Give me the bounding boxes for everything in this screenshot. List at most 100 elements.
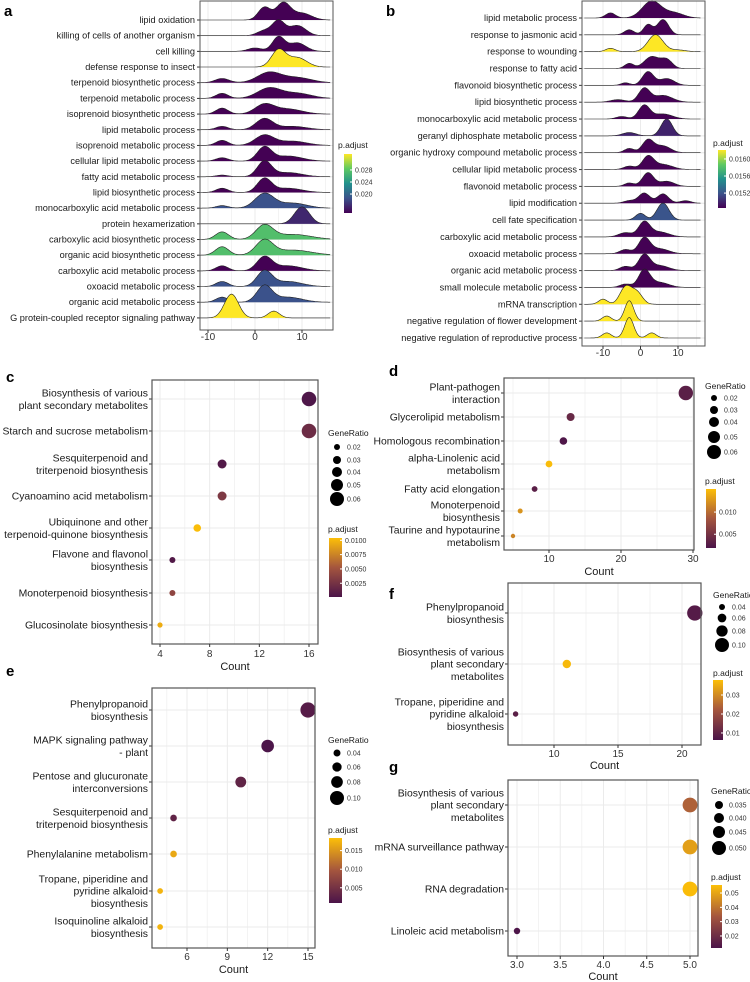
size-legend-dot — [711, 395, 717, 401]
y-tick-label: geranyl diphosphate metabolic process — [418, 131, 578, 141]
y-tick-label: Fatty acid elongation — [404, 485, 500, 496]
ridge-density — [584, 155, 701, 170]
color-legend-title: p.adjust — [711, 872, 741, 882]
dot-point — [170, 850, 177, 858]
y-tick-label: organic acid biosynthetic process — [60, 250, 196, 260]
panel-g — [505, 779, 726, 959]
y-tick-label: Ubiquinone and other — [49, 518, 149, 529]
x-tick-label: 15 — [302, 952, 314, 963]
y-tick-label: interconversions — [72, 784, 148, 795]
dot-point — [517, 508, 523, 514]
y-tick-label: Biosynthesis of various — [42, 389, 148, 400]
size-legend-dot — [709, 417, 719, 427]
colorbar — [329, 538, 342, 597]
size-legend-dot — [717, 613, 727, 623]
y-tick-label: Linoleic acid metabolism — [391, 927, 504, 938]
ridge-outline — [584, 34, 701, 52]
size-legend-dot — [707, 445, 721, 459]
ridge-density — [584, 71, 701, 86]
ridge-outline — [198, 87, 331, 99]
size-legend-dot — [714, 813, 724, 823]
y-tick-label: metabolites — [451, 672, 504, 683]
ridge-outline — [198, 117, 331, 131]
x-axis-title: Count — [220, 661, 249, 673]
ridge-density — [584, 56, 701, 69]
panel-label-g: g — [389, 759, 398, 776]
x-tick-label: 12 — [254, 649, 266, 660]
y-tick-label: triterpenoid biosynthesis — [36, 466, 148, 477]
colorbar-tick-label: 0.0156 — [729, 174, 750, 181]
dot-point — [513, 927, 521, 935]
x-tick-label: 16 — [303, 649, 315, 660]
legend-title: p.adjust — [713, 138, 743, 148]
y-tick-label: Homologous recombination — [374, 437, 501, 448]
ridge-outline — [198, 145, 331, 162]
dot-point — [157, 888, 163, 894]
y-tick-label: terpenoid biosynthetic process — [71, 78, 196, 88]
y-tick-label: Tropane, piperidine and — [395, 698, 505, 709]
x-tick-label: 8 — [207, 649, 213, 660]
colorbar-tick-label: 0.0160 — [729, 156, 750, 163]
y-tick-label: mRNA transcription — [498, 299, 577, 309]
size-legend-label: 0.03 — [724, 408, 738, 415]
colorbar-tick-label: 0.0025 — [345, 581, 367, 588]
dot-point — [301, 391, 317, 407]
y-tick-label: plant secondary — [431, 801, 505, 812]
colorbar-tick-label: 0.028 — [355, 167, 373, 174]
plot-background — [582, 1, 705, 346]
panel-f — [505, 582, 729, 748]
ridge-outline — [198, 35, 331, 52]
panel-c — [149, 379, 344, 647]
ridge-outline — [198, 48, 331, 68]
y-tick-label: cellular lipid metabolic process — [70, 156, 195, 166]
size-legend-dot — [710, 406, 718, 414]
x-tick-label: 10 — [296, 332, 308, 343]
x-axis-title: Count — [590, 760, 619, 772]
y-tick-label: Phenylpropanoid — [426, 603, 504, 614]
ridge-outline — [198, 177, 331, 193]
y-tick-label: terpenoid-quinone biosynthesis — [4, 530, 148, 541]
ridge-outline — [584, 172, 701, 187]
y-tick-label: Pentose and glucuronate — [32, 772, 148, 783]
ridge-density — [584, 192, 701, 204]
y-tick-label: lipid metabolic process — [102, 125, 195, 135]
dot-point — [157, 924, 163, 930]
x-tick-label: 5.0 — [683, 960, 697, 971]
y-tick-label: lipid modification — [509, 198, 577, 208]
ridge-density — [198, 177, 331, 193]
plot-border — [507, 582, 702, 746]
dot-point — [261, 739, 274, 753]
y-tick-label: cell fate specification — [492, 215, 577, 225]
colorbar-tick-label: 0.04 — [725, 905, 739, 912]
y-tick-label: Plant-pathogen — [430, 383, 501, 394]
dot-point — [545, 460, 553, 468]
ridge-outline — [198, 223, 331, 240]
ridge-outline — [584, 268, 701, 288]
ridge-density — [198, 118, 331, 130]
plot-border — [151, 379, 319, 645]
ridge-outline — [584, 0, 701, 19]
size-legend-dot — [332, 762, 342, 772]
size-legend-dot — [331, 479, 343, 491]
ridge-density — [198, 87, 331, 99]
dot-point — [682, 881, 698, 897]
size-legend-title: GeneRatio — [328, 428, 369, 438]
colorbar — [344, 154, 352, 213]
size-legend-dot — [334, 444, 340, 450]
y-tick-label: Phenylpropanoid — [70, 700, 148, 711]
plot-border — [581, 0, 706, 347]
colorbar — [713, 680, 723, 740]
y-tick-label: response to fatty acid — [490, 64, 577, 74]
x-tick-label: 10 — [543, 554, 555, 565]
y-tick-label: flavonoid biosynthetic process — [454, 80, 577, 90]
dot-point — [169, 557, 176, 563]
y-tick-label: monocarboxylic acid metabolic process — [417, 114, 577, 124]
plot-border — [199, 0, 334, 331]
ridge-outline — [584, 154, 701, 170]
size-legend-dot — [332, 467, 342, 477]
dot-point — [510, 533, 516, 539]
x-tick-label: 3.5 — [553, 960, 567, 971]
y-tick-label: interaction — [452, 395, 500, 406]
y-tick-label: pyridine alkaloid — [73, 887, 148, 898]
